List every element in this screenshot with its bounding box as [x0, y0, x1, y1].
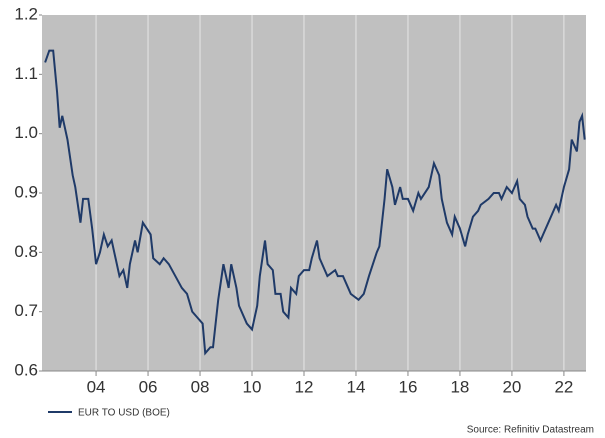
x-tick-label: 12	[295, 377, 314, 396]
y-tick-label: 1.2	[14, 4, 38, 23]
x-tick-label: 06	[139, 377, 158, 396]
x-tick-label: 22	[554, 377, 573, 396]
y-tick-label: 1.1	[14, 64, 38, 83]
x-tick-label: 16	[398, 377, 417, 396]
x-tick-label: 14	[347, 377, 366, 396]
series-line	[44, 49, 586, 356]
x-tick-label: 04	[87, 377, 106, 396]
x-tick-label: 18	[450, 377, 469, 396]
y-tick-label: 1.0	[14, 123, 38, 142]
y-tick-label: 0.7	[14, 301, 38, 320]
source-note: Source: Refinitiv Datastream	[467, 425, 594, 436]
y-tick-label: 0.9	[14, 182, 38, 201]
x-tick-label: 20	[502, 377, 521, 396]
y-tick-label: 0.8	[14, 242, 38, 261]
x-tick-label: 10	[243, 377, 262, 396]
x-tick-label: 08	[191, 377, 210, 396]
y-tick-label: 0.6	[14, 360, 38, 379]
legend-label: EUR TO USD (BOE)	[78, 408, 170, 419]
